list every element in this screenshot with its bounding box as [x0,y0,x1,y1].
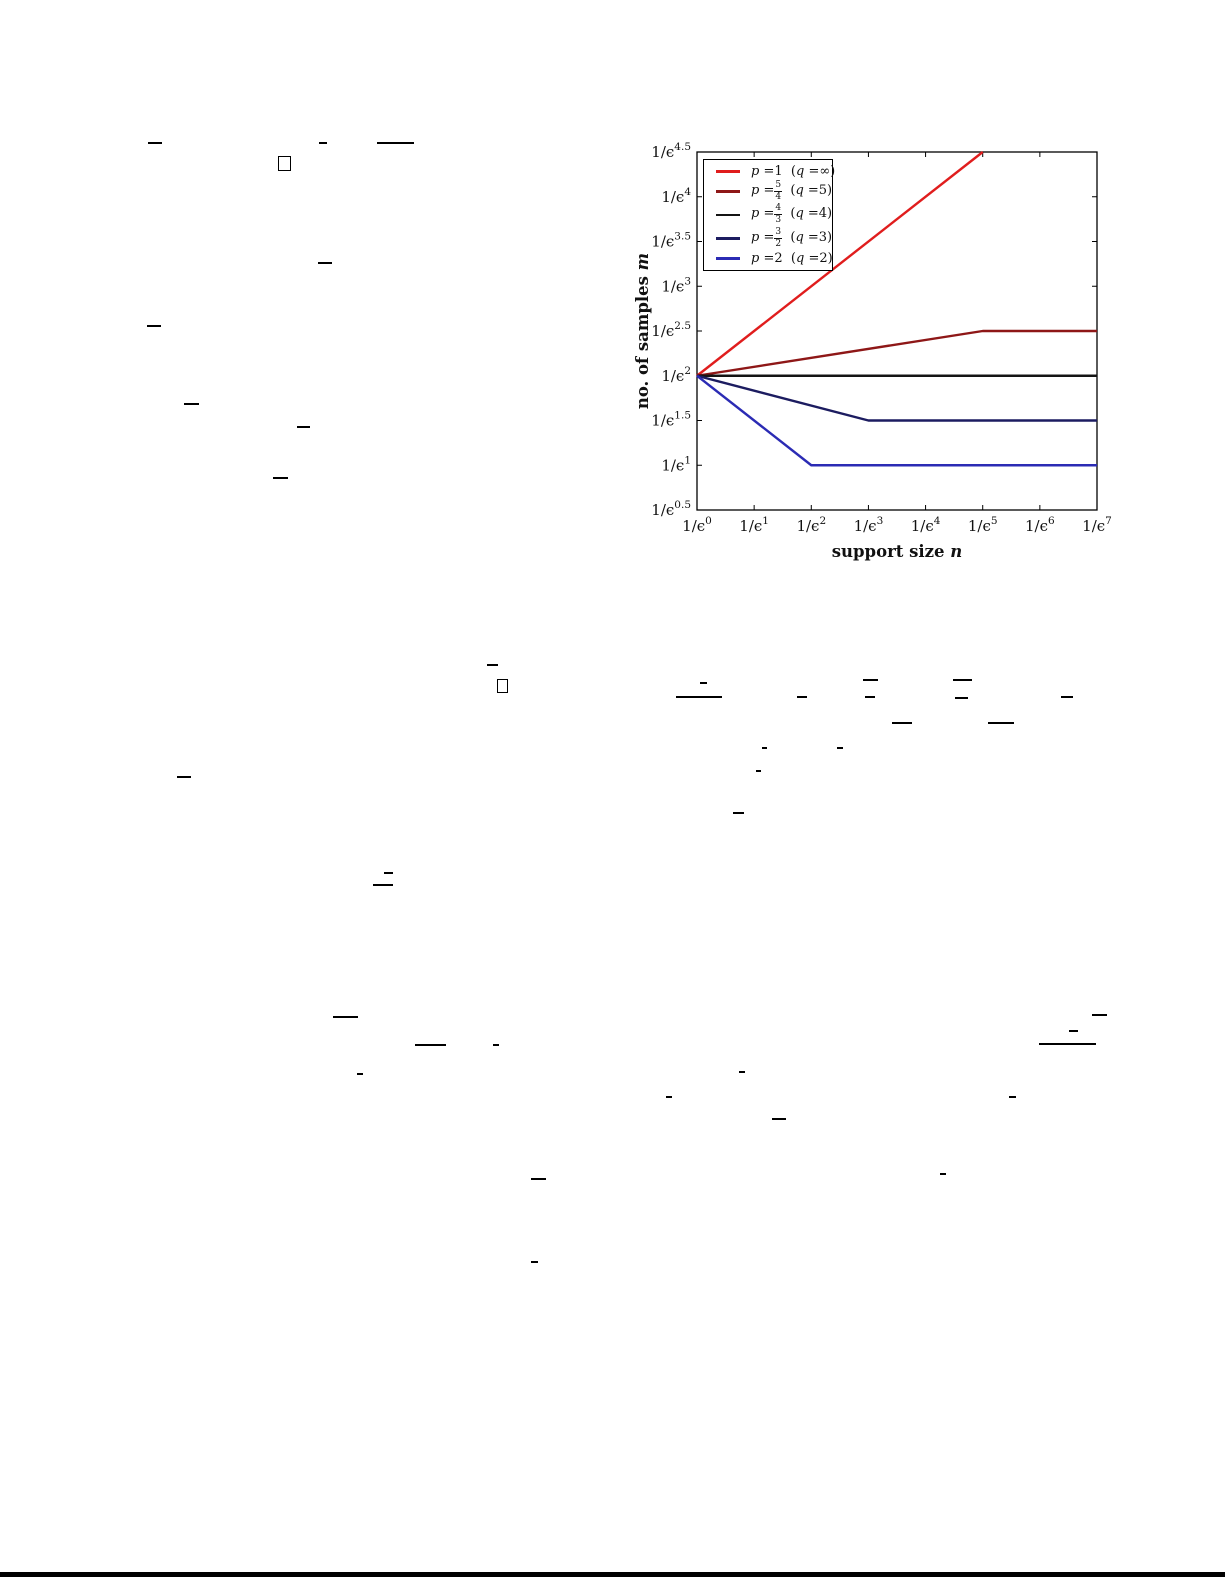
y-tick-label: 1/ϵ1 [661,454,691,474]
x-tick-label: 1/ϵ1 [739,515,769,535]
text-fragment-rule [487,664,498,666]
text-fragment-rule [739,1071,745,1073]
text-fragment-rule [797,696,807,698]
legend-swatch [716,170,740,174]
series-line [696,374,1097,422]
qed-box-glyph [497,679,508,693]
text-fragment-rule [733,812,744,814]
text-fragment-rule [273,477,288,479]
legend-label: p = 3 2 (q =3) [751,227,833,250]
y-tick-label: 1/ϵ2 [661,365,691,385]
text-fragment-rule [892,722,912,724]
y-tick-label: 1/ϵ0.5 [651,499,691,519]
x-tick-label: 1/ϵ4 [911,515,941,535]
legend-swatch [716,213,740,217]
legend-swatch [716,256,740,260]
text-fragment-rule [415,1044,446,1046]
text-fragment-rule [837,747,843,749]
legend-item: p =1 (q =∞) [716,164,836,180]
text-fragment-rule [377,142,414,144]
legend-label: p = 5 4 (q =5) [751,179,833,202]
text-fragment-rule [1061,696,1073,698]
text-fragment-rule [988,722,1014,724]
text-fragment-rule [319,142,327,144]
text-fragment-rule [700,682,707,684]
text-fragment-rule [384,872,393,874]
y-tick-label: 1/ϵ1.5 [651,410,691,430]
text-fragment-rule [1039,1043,1096,1045]
text-fragment-rule [863,679,878,681]
text-fragment-rule [318,262,332,264]
legend-item: p = 4 3 (q =4) [716,204,832,225]
y-tick-label: 1/ϵ3 [661,275,691,295]
x-tick-label: 1/ϵ7 [1082,515,1112,535]
y-axis-label: no. of samples m [633,253,652,409]
legend-item: p = 5 4 (q =5) [716,179,833,202]
text-fragment-rule [1009,1096,1016,1098]
text-fragment-rule [493,1044,499,1046]
page-bottom-rule [0,1572,1225,1577]
x-tick-label: 1/ϵ2 [796,515,826,535]
text-fragment-rule [772,1118,786,1120]
text-fragment-rule [676,696,722,698]
text-fragment-rule [531,1178,546,1180]
qed-box-glyph [278,156,291,171]
text-fragment-rule [148,142,162,144]
text-fragment-rule [756,770,761,772]
x-tick-label: 1/ϵ3 [854,515,884,535]
y-tick-label: 1/ϵ2.5 [651,320,691,340]
x-tick-label: 1/ϵ5 [968,515,998,535]
y-tick-label: 1/ϵ4.5 [651,141,691,161]
text-fragment-rule [357,1073,363,1075]
text-fragment-rule [666,1096,672,1098]
text-fragment-rule [531,1261,538,1263]
legend-label: p = 4 3 (q =4) [751,203,833,226]
x-tick-label: 1/ϵ0 [682,515,712,535]
chart-legend: p =1 (q =∞) p = 5 4 (q =5) p = 4 3 (q =4) p = 3 2… [703,159,836,271]
text-fragment-rule [940,1173,946,1175]
text-fragment-rule [1092,1014,1107,1016]
x-axis-label: support size n [832,542,963,561]
text-fragment-rule [953,679,972,681]
legend-item: p =2 (q =2) [716,250,833,266]
y-tick-label: 1/ϵ4 [661,186,691,206]
text-fragment-rule [865,696,875,698]
series-line [696,151,984,377]
legend-item: p = 3 2 (q =3) [716,228,832,249]
text-fragment-rule [147,325,161,327]
text-fragment-rule [955,697,968,699]
legend-label: p =2 (q =2) [751,250,833,266]
series-line [696,329,1097,377]
series-line [696,374,1097,467]
text-fragment-rule [177,776,191,778]
text-fragment-rule [373,884,393,886]
legend-label: p =1 (q =∞) [751,164,836,180]
legend-swatch [716,190,740,193]
text-fragment-rule [762,747,767,749]
text-fragment-rule [297,426,310,428]
text-fragment-rule [1069,1030,1078,1032]
y-tick-label: 1/ϵ3.5 [651,231,691,251]
text-fragment-rule [184,403,199,405]
text-fragment-rule [333,1016,358,1018]
legend-swatch [716,237,740,240]
x-tick-label: 1/ϵ6 [1025,515,1055,535]
